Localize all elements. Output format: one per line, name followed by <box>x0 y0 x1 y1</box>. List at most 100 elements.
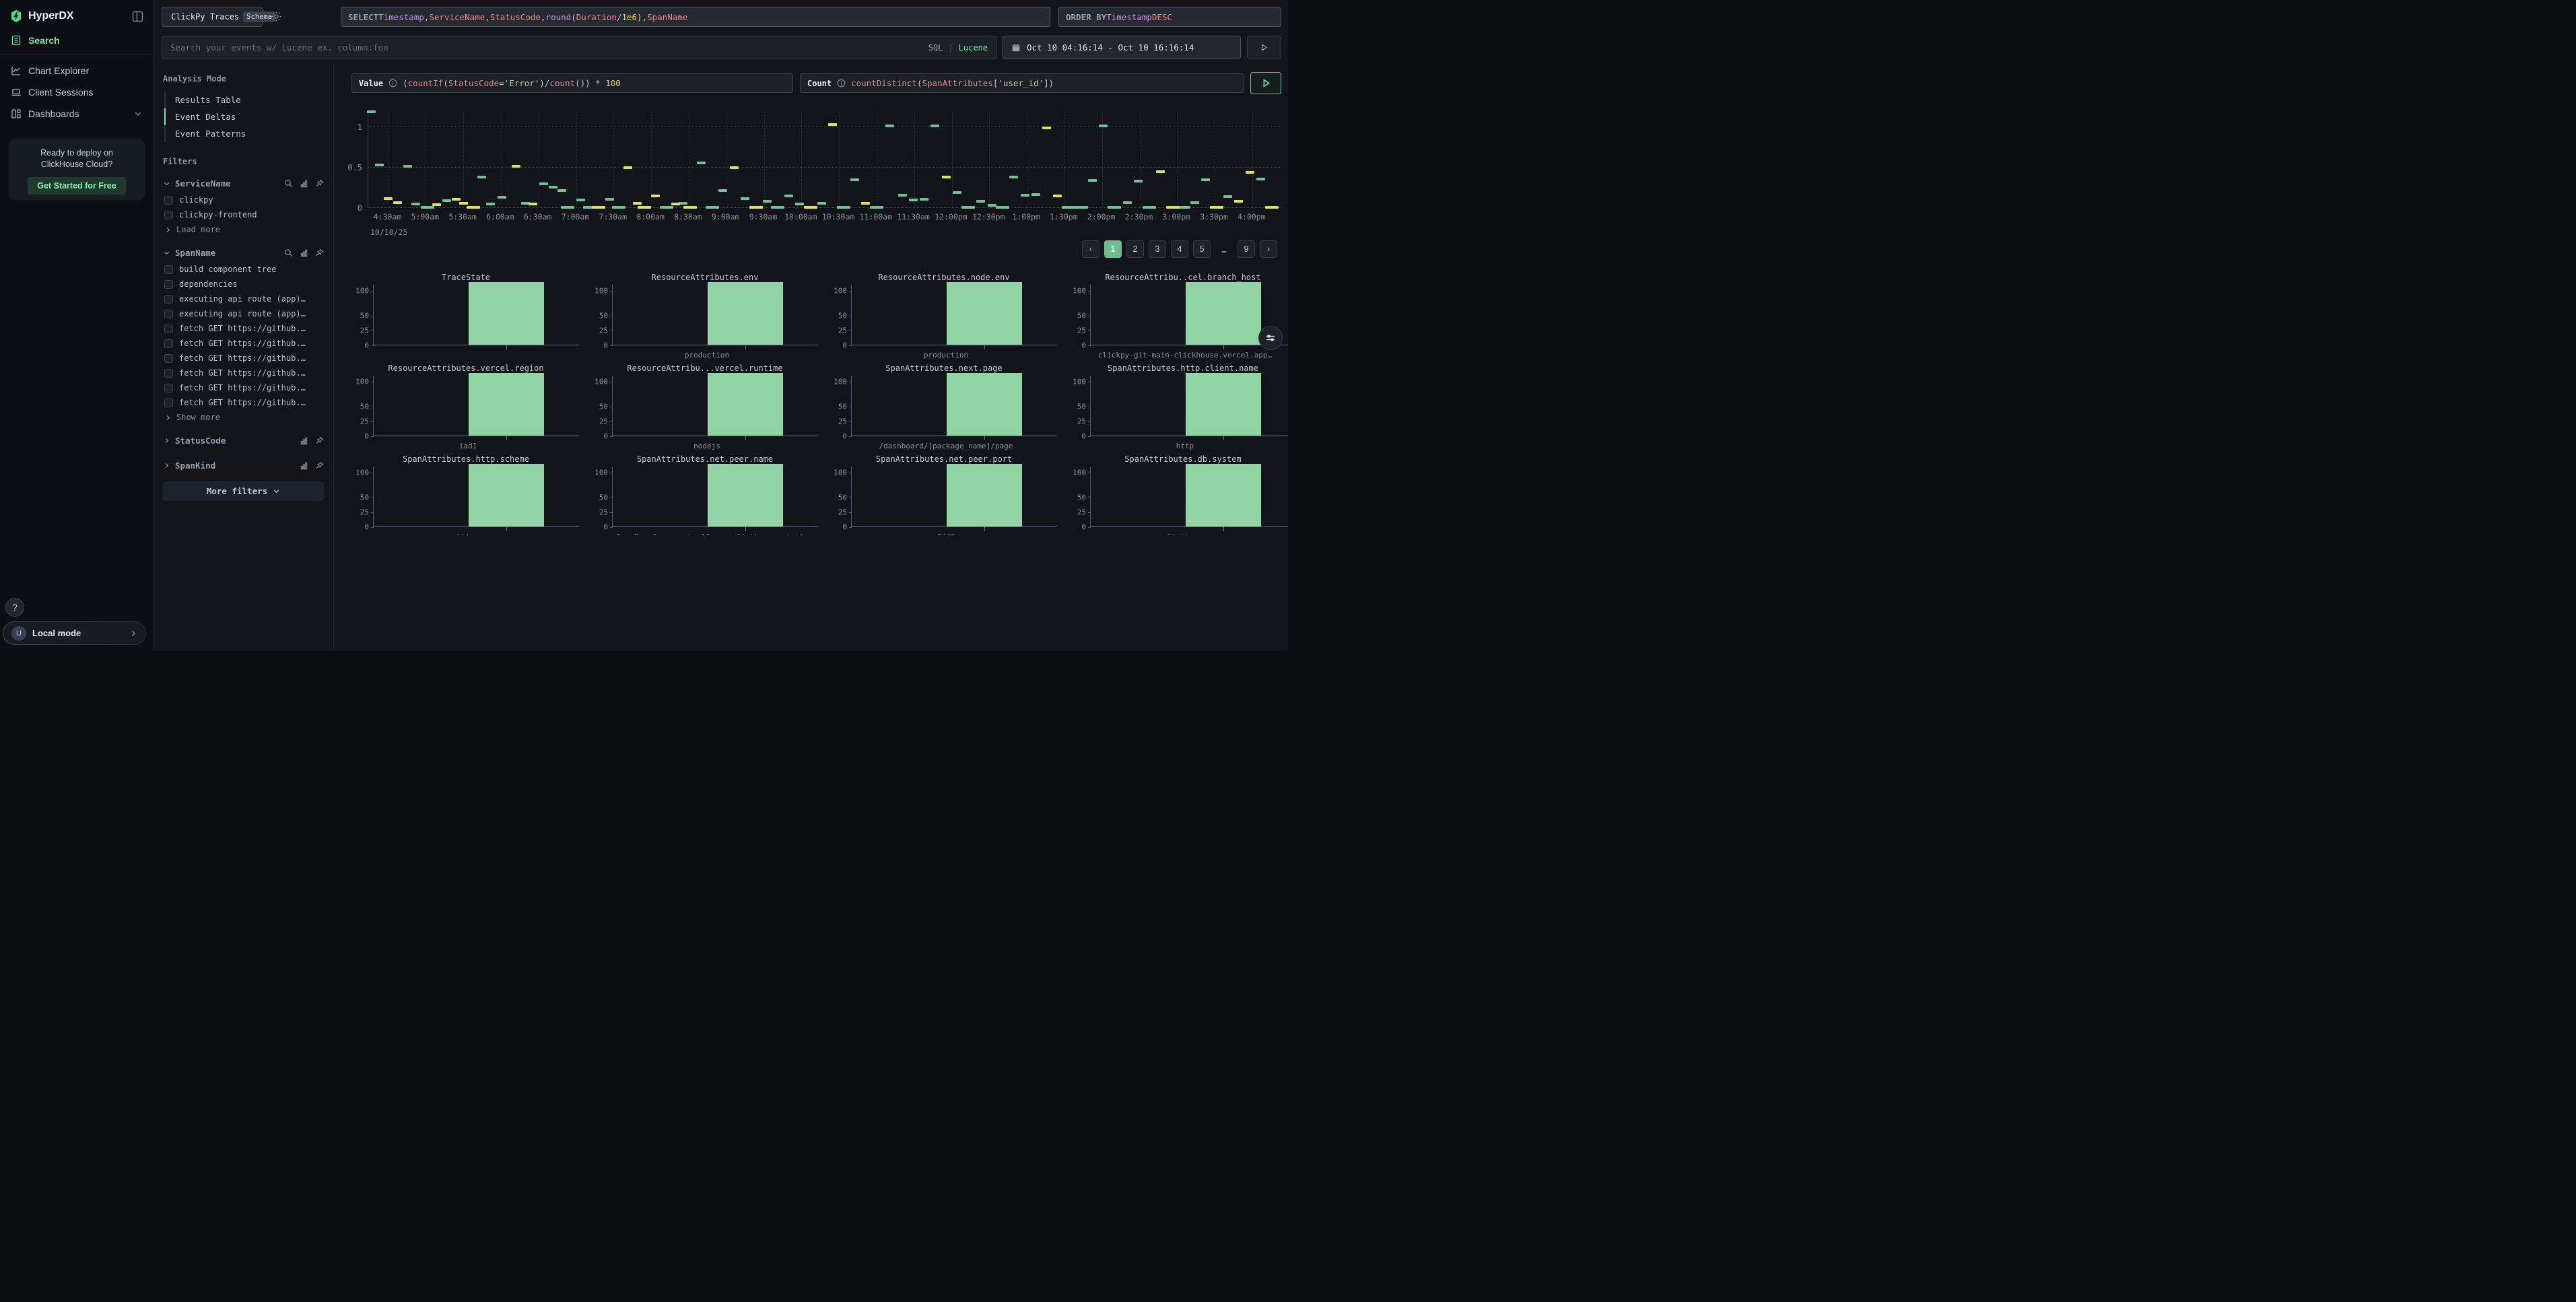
bar-chart-icon[interactable] <box>300 436 308 445</box>
source-settings-button[interactable] <box>271 11 282 22</box>
data-point-dash <box>512 165 520 168</box>
mini-chart-plot[interactable]: 10050250 <box>373 467 563 527</box>
analysis-mode-item-event-deltas[interactable]: Event Deltas <box>164 108 324 125</box>
search-input[interactable] <box>170 42 922 53</box>
filter-option[interactable]: fetch GET https://github.… <box>163 380 324 395</box>
filter-option[interactable]: executing api route (app)… <box>163 292 324 306</box>
load-more-link[interactable]: Load more <box>163 222 324 237</box>
bar-chart-icon[interactable] <box>300 248 308 257</box>
pagination-page-4[interactable]: 4 <box>1171 240 1188 258</box>
sidebar-item-dashboards[interactable]: Dashboards <box>0 103 153 125</box>
filter-group-header[interactable]: SpanKind <box>163 456 324 475</box>
analysis-mode-list: Results TableEvent DeltasEvent Patterns <box>164 92 324 142</box>
pagination-page-2[interactable]: 2 <box>1126 240 1144 258</box>
checkbox[interactable] <box>164 280 173 289</box>
pagination-page-3[interactable]: 3 <box>1149 240 1166 258</box>
pagination-prev-button[interactable]: ‹ <box>1082 240 1099 258</box>
analysis-mode-item-event-patterns[interactable]: Event Patterns <box>164 125 324 142</box>
bar-chart-icon[interactable] <box>300 179 308 188</box>
filter-option[interactable]: clickpy-frontend <box>163 207 324 222</box>
info-icon[interactable] <box>837 79 846 88</box>
more-filters-button[interactable]: More filters <box>163 481 324 501</box>
data-point-dash <box>671 203 680 205</box>
checkbox[interactable] <box>164 211 173 219</box>
run-chart-button[interactable] <box>1250 72 1281 94</box>
get-started-button[interactable]: Get Started for Free <box>28 177 125 195</box>
filter-option[interactable]: dependencies <box>163 277 324 292</box>
checkbox[interactable] <box>164 369 173 378</box>
filter-group-header[interactable]: StatusCode <box>163 432 324 450</box>
filter-group-statuscode: StatusCode <box>163 432 324 450</box>
filter-group-header[interactable]: SpanName <box>163 244 324 262</box>
mini-chart-plot[interactable]: 10050250 <box>612 376 802 436</box>
sql-toggle[interactable]: SQL <box>928 43 943 53</box>
data-source-selector[interactable]: ClickPy Traces Schema <box>162 7 263 27</box>
mini-chart-plot[interactable]: 10050250 <box>851 376 1041 436</box>
run-search-button[interactable] <box>1247 36 1281 59</box>
checkbox[interactable] <box>164 310 173 318</box>
checkbox[interactable] <box>164 265 173 274</box>
pagination-next-button[interactable]: › <box>1260 240 1277 258</box>
filter-option[interactable]: build component tree <box>163 262 324 277</box>
pin-icon[interactable] <box>315 248 324 257</box>
pagination-page-9[interactable]: 9 <box>1238 240 1255 258</box>
help-button[interactable]: ? <box>5 598 24 617</box>
mini-chart-plot[interactable]: 10050250 <box>612 467 802 527</box>
filter-option[interactable]: fetch GET https://github.… <box>163 395 324 410</box>
date-range-picker[interactable]: Oct 10 04:16:14 - Oct 10 16:16:14 <box>1003 36 1241 59</box>
checkbox[interactable] <box>164 339 173 348</box>
mini-chart-plot[interactable]: 10050250 <box>851 467 1041 527</box>
mini-chart-plot[interactable]: 10050250 <box>851 285 1041 345</box>
pagination-page-1[interactable]: 1 <box>1104 240 1122 258</box>
filter-option[interactable]: fetch GET https://github.… <box>163 336 324 351</box>
bar <box>469 373 544 436</box>
chart-plot-area[interactable] <box>368 111 1283 208</box>
promo-text-line2: ClickHouse Cloud? <box>9 159 145 170</box>
checkbox[interactable] <box>164 324 173 333</box>
analysis-mode-item-results-table[interactable]: Results Table <box>164 92 324 108</box>
gridline-vertical <box>1177 111 1178 208</box>
load-more-link[interactable]: Show more <box>163 410 324 425</box>
checkbox[interactable] <box>164 295 173 304</box>
checkbox[interactable] <box>164 354 173 363</box>
order-by-input[interactable]: ORDER BY Timestamp DESC <box>1058 7 1281 27</box>
mini-chart-plot[interactable]: 10050250 <box>612 285 802 345</box>
filter-option[interactable]: fetch GET https://github.… <box>163 366 324 380</box>
value-expression-input[interactable]: Value (countIf(StatusCode='Error')/count… <box>351 73 793 93</box>
pin-icon[interactable] <box>315 436 324 445</box>
info-icon[interactable] <box>388 79 397 88</box>
mini-chart-plot[interactable]: 10050250 <box>1090 285 1280 345</box>
chart-settings-fab[interactable] <box>1258 326 1283 350</box>
checkbox[interactable] <box>164 384 173 392</box>
pin-icon[interactable] <box>315 461 324 470</box>
local-mode-button[interactable]: U Local mode <box>3 621 146 645</box>
filter-option[interactable]: executing api route (app)… <box>163 306 324 321</box>
sidebar-collapse-button[interactable] <box>132 11 143 22</box>
sidebar-item-search[interactable]: Search <box>0 30 153 51</box>
mini-chart-plot[interactable]: 10050250 <box>1090 467 1280 527</box>
count-expression-input[interactable]: Count countDistinct(SpanAttributes['user… <box>800 73 1244 93</box>
lucene-toggle[interactable]: Lucene <box>959 43 988 53</box>
search-icon[interactable] <box>284 179 293 188</box>
checkbox[interactable] <box>164 196 173 205</box>
filter-option-label: executing api route (app)… <box>179 309 306 318</box>
checkbox[interactable] <box>164 399 173 407</box>
x-tick-label: 10:00am <box>784 212 817 221</box>
sidebar-item-client-sessions[interactable]: Client Sessions <box>0 81 153 103</box>
filter-option[interactable]: clickpy <box>163 193 324 207</box>
filter-option[interactable]: fetch GET https://github.… <box>163 351 324 366</box>
pagination-page-5[interactable]: 5 <box>1193 240 1211 258</box>
filter-group-header[interactable]: ServiceName <box>163 174 324 193</box>
mini-chart-plot[interactable]: 10050250 <box>1090 376 1280 436</box>
sidebar-item-chart-explorer[interactable]: Chart Explorer <box>0 60 153 81</box>
pin-icon[interactable] <box>315 179 324 188</box>
filter-option[interactable]: fetch GET https://github.… <box>163 321 324 336</box>
mini-chart-title: ResourceAttribu...vercel.runtime <box>590 364 819 374</box>
query-token: SELECT <box>348 12 378 22</box>
select-clause-input[interactable]: SELECT Timestamp, ServiceName, StatusCod… <box>341 7 1050 27</box>
mini-chart-plot[interactable]: 10050250 <box>373 285 563 345</box>
mini-chart-plot[interactable]: 10050250 <box>373 376 563 436</box>
search-icon[interactable] <box>284 248 293 257</box>
mini-chart-x-label: 8443 <box>851 533 1041 535</box>
bar-chart-icon[interactable] <box>300 461 308 470</box>
